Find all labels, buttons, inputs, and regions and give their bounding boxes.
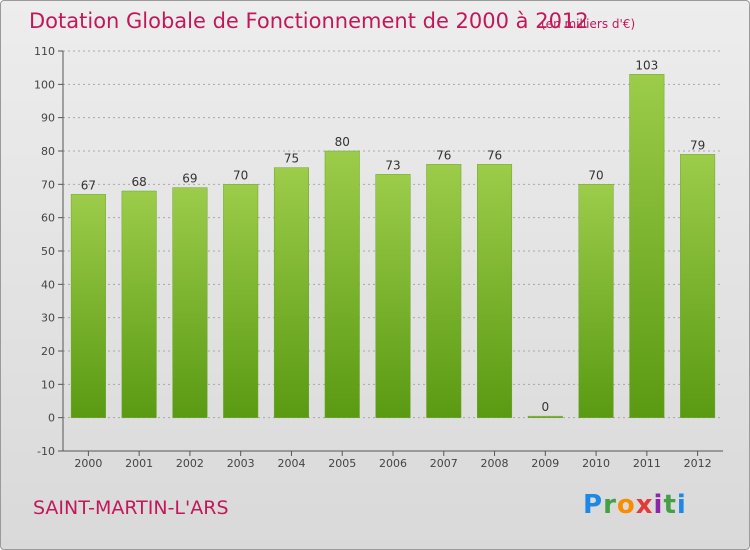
y-tick-label: 60: [41, 212, 55, 225]
x-tick-label-2005: 2005: [328, 457, 356, 470]
x-tick-label-2001: 2001: [125, 457, 153, 470]
data-label-2005: 80: [335, 135, 350, 149]
bar-2001: [121, 190, 157, 418]
x-tick-label-2008: 2008: [481, 457, 509, 470]
data-label-2006: 73: [385, 158, 400, 172]
data-label-2012: 79: [690, 138, 705, 152]
x-tick-label-2000: 2000: [74, 457, 102, 470]
x-tick-label-2012: 2012: [684, 457, 712, 470]
y-tick-label: 50: [41, 245, 55, 258]
x-tick-label-2003: 2003: [227, 457, 255, 470]
y-tick-label: 20: [41, 345, 55, 358]
y-tick-label: 90: [41, 112, 55, 125]
data-label-2009: 0: [541, 400, 549, 414]
y-tick-label: -10: [37, 445, 55, 458]
bar-2002: [172, 187, 208, 418]
y-tick-label: 40: [41, 278, 55, 291]
bar-2006: [375, 174, 411, 418]
bar-2004: [273, 167, 309, 418]
bar-2009: [527, 415, 563, 418]
data-label-2002: 69: [182, 172, 197, 186]
data-label-2000: 67: [81, 178, 96, 192]
data-label-2011: 103: [635, 58, 658, 72]
x-tick-label-2004: 2004: [277, 457, 305, 470]
x-tick-label-2006: 2006: [379, 457, 407, 470]
y-tick-label: 110: [34, 45, 55, 58]
bar-2012: [680, 154, 716, 418]
data-label-2008: 76: [487, 148, 502, 162]
y-tick-label: 80: [41, 145, 55, 158]
y-tick-label: 10: [41, 378, 55, 391]
bar-2007: [426, 164, 462, 418]
y-tick-label: 0: [48, 412, 55, 425]
chart-title: Dotation Globale de Fonctionnement de 20…: [29, 9, 589, 33]
bar-2008: [477, 164, 513, 418]
bar-2005: [324, 150, 360, 418]
commune-name: SAINT-MARTIN-L'ARS: [33, 497, 229, 519]
bar-2003: [223, 184, 259, 418]
bar-2011: [629, 74, 665, 418]
data-label-2001: 68: [132, 175, 147, 189]
x-tick-label-2011: 2011: [633, 457, 661, 470]
proxiti-logo: Proxiti: [583, 490, 687, 520]
x-tick-label-2009: 2009: [531, 457, 559, 470]
y-tick-label: 70: [41, 178, 55, 191]
y-tick-label: 30: [41, 312, 55, 325]
data-label-2003: 70: [233, 168, 248, 182]
x-tick-label-2002: 2002: [176, 457, 204, 470]
chart-unit: (en milliers d'€): [541, 17, 636, 31]
data-label-2007: 76: [436, 148, 451, 162]
y-tick-label: 100: [34, 78, 55, 91]
x-tick-label-2007: 2007: [430, 457, 458, 470]
bar-2000: [70, 194, 106, 418]
data-label-2004: 75: [284, 152, 299, 166]
bar-2010: [578, 184, 614, 418]
x-tick-label-2010: 2010: [582, 457, 610, 470]
data-label-2010: 70: [588, 168, 603, 182]
